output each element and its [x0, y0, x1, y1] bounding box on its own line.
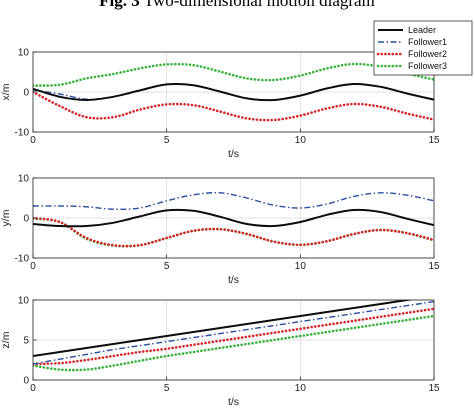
- figure-title: Fig. 3 Two-dimensional motion diagram: [99, 0, 375, 10]
- legend-label-leader: Leader: [408, 25, 436, 35]
- x-axis-label: t/s: [228, 396, 239, 408]
- x-tick-label: 0: [30, 383, 36, 394]
- series-line-follower2: [33, 216, 434, 248]
- y-tick-label: -10: [15, 128, 30, 139]
- y-tick-label: 0: [23, 88, 29, 99]
- series-line-leader: [33, 208, 434, 228]
- series-line-follower3: [33, 217, 434, 248]
- y-axis-label: z/m: [0, 331, 12, 348]
- y-tick-label: 0: [23, 214, 29, 225]
- figure-title-prefix: Fig. 3: [99, 0, 140, 10]
- legend-label-follower3: Follower3: [408, 61, 447, 71]
- x-tick-label: 10: [295, 383, 307, 394]
- y-tick-label: 10: [18, 296, 30, 307]
- x-tick-label: 15: [428, 383, 440, 394]
- y-axis-label: x/m: [0, 83, 12, 100]
- y-tick-label: 10: [18, 174, 30, 185]
- legend: Leader Follower1 Follower2 Follower3: [373, 20, 473, 76]
- series-line-leader: [33, 82, 434, 102]
- series-line-follower2: [33, 90, 434, 122]
- series-line-follower1: [33, 300, 434, 365]
- series-group: [33, 300, 434, 372]
- x-tick-label: 15: [428, 135, 440, 146]
- series-line-follower2: [33, 307, 434, 366]
- series-line-follower1: [33, 191, 434, 210]
- subplot-z: 0 5 10 15 0 5 10 t/s z/m: [0, 296, 440, 409]
- x-tick-label: 10: [295, 135, 307, 146]
- legend-label-follower2: Follower2: [408, 49, 447, 59]
- series-group: [33, 62, 434, 122]
- series-line-follower3: [33, 62, 434, 87]
- y-tick-label: 5: [23, 336, 29, 347]
- y-tick-label: -10: [15, 254, 30, 265]
- x-tick-label: 0: [30, 135, 36, 146]
- figure-title-rest: Two-dimensional motion diagram: [140, 0, 375, 10]
- y-tick-label: 10: [18, 48, 30, 59]
- series-line-follower3: [33, 314, 434, 372]
- series-line-leader: [33, 300, 415, 357]
- x-tick-label: 5: [164, 261, 170, 272]
- x-tick-label: 15: [428, 261, 440, 272]
- x-tick-label: 10: [295, 261, 307, 272]
- x-tick-label: 0: [30, 261, 36, 272]
- x-axis-label: t/s: [228, 274, 239, 286]
- x-tick-label: 5: [164, 383, 170, 394]
- y-tick-label: 0: [23, 376, 29, 387]
- x-axis-label: t/s: [228, 148, 239, 160]
- legend-label-follower1: Follower1: [408, 37, 447, 47]
- x-tick-label: 5: [164, 135, 170, 146]
- series-group: [33, 191, 434, 248]
- y-axis-label: y/m: [0, 209, 12, 226]
